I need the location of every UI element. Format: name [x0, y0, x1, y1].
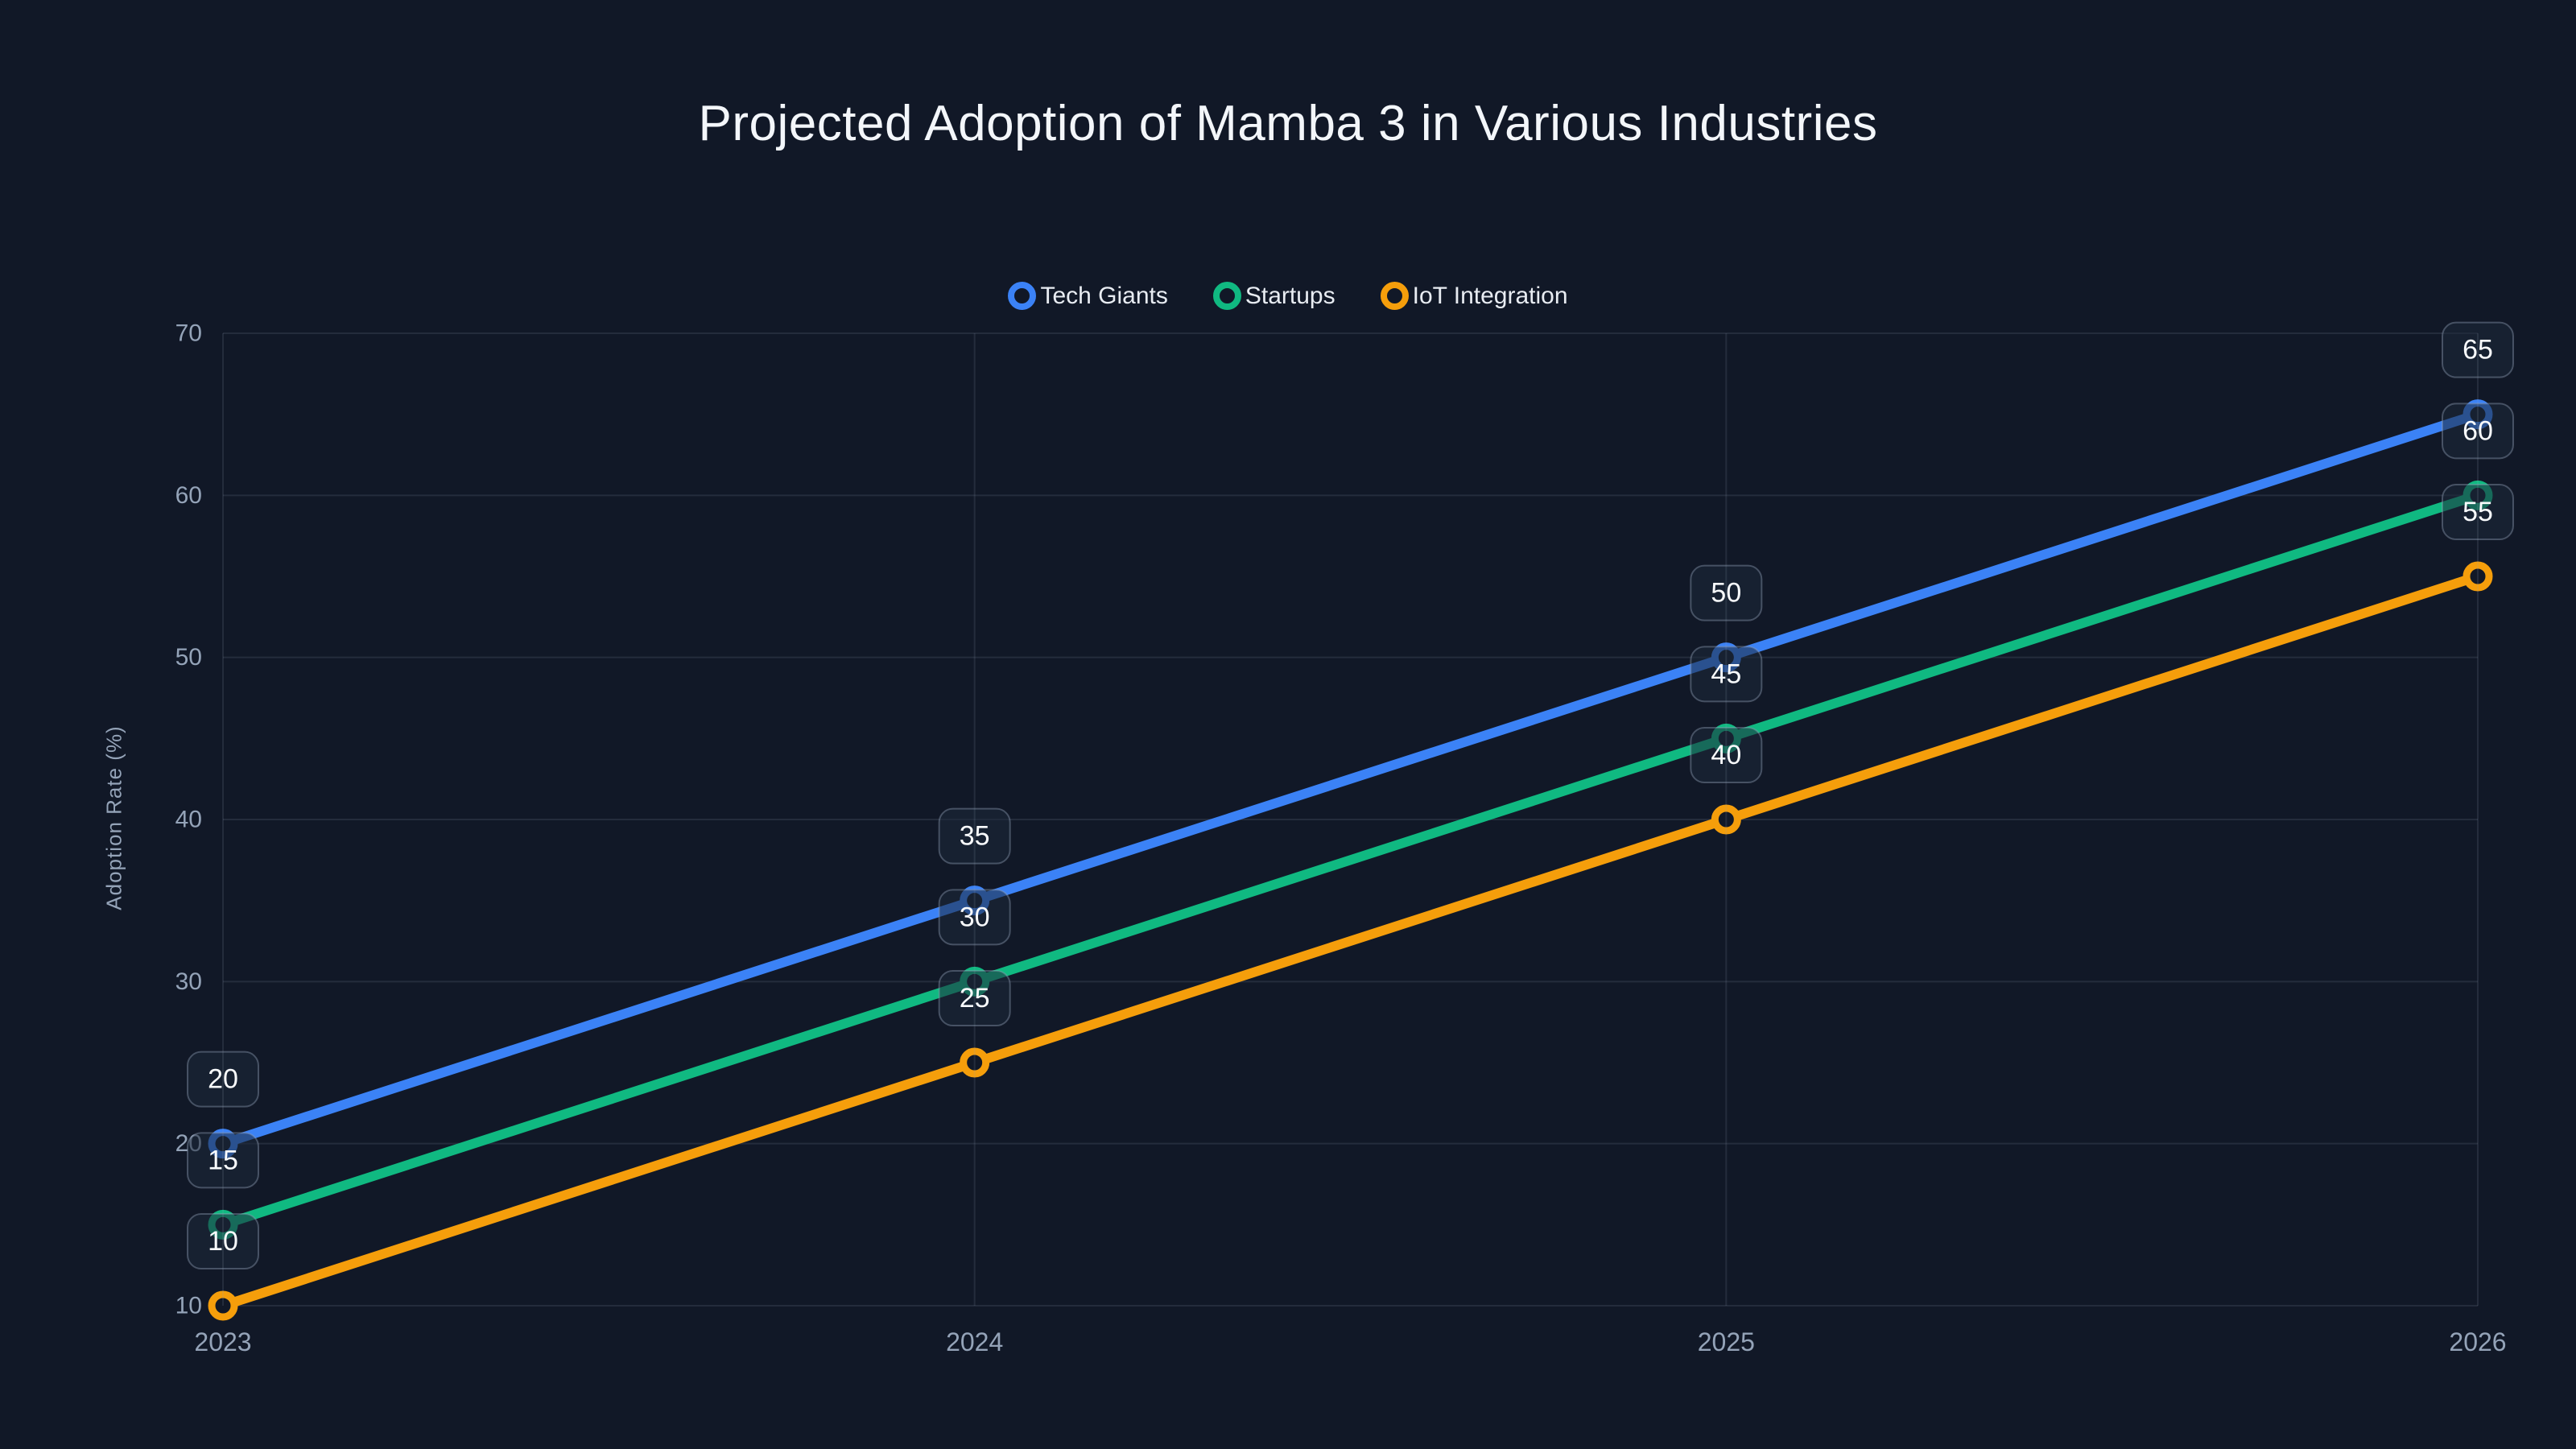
legend-label: Startups: [1245, 282, 1335, 309]
data-point-marker-iot-integration-2025[interactable]: [1711, 804, 1741, 835]
data-label: 25: [960, 983, 990, 1013]
chart-title: Projected Adoption of Mamba 3 in Various…: [698, 96, 1878, 151]
x-tick-label: 2023: [194, 1327, 251, 1356]
data-label: 20: [208, 1064, 238, 1095]
data-label-box: [938, 889, 1011, 946]
data-label: 65: [2462, 335, 2493, 365]
x-tick-label: 2026: [2449, 1327, 2506, 1356]
legend-item-startups[interactable]: Startups: [1212, 282, 1335, 310]
y-tick-label: 60: [175, 482, 202, 509]
x-tick-label: 2025: [1698, 1327, 1755, 1356]
y-tick-label: 10: [175, 1293, 202, 1319]
data-label-box: [2442, 484, 2514, 540]
y-tick-label: 30: [175, 968, 202, 995]
data-label-box: [938, 807, 1011, 865]
data-label: 40: [1711, 740, 1741, 770]
data-label: 10: [208, 1226, 238, 1257]
data-point-marker-iot-integration-2026[interactable]: [2462, 561, 2493, 592]
series-line-iot-integration[interactable]: [218, 572, 2483, 1311]
data-label: 30: [960, 902, 990, 932]
series-line-startups[interactable]: [218, 490, 2483, 1230]
data-point-marker-iot-integration-2023[interactable]: [208, 1290, 238, 1321]
data-label: 45: [1711, 658, 1741, 689]
legend-item-iot-integration[interactable]: IoT Integration: [1380, 282, 1568, 310]
data-label-box: [1690, 564, 1763, 621]
data-label-box: [2442, 321, 2514, 378]
legend-ring-icon: [1008, 282, 1037, 310]
data-label-box: [187, 1051, 259, 1108]
legend-item-tech-giants[interactable]: Tech Giants: [1008, 282, 1168, 310]
legend-label: IoT Integration: [1412, 282, 1568, 309]
data-label-box: [187, 1132, 259, 1189]
series-line-tech-giants[interactable]: [218, 409, 2483, 1149]
data-point-marker-iot-integration-2024[interactable]: [960, 1047, 990, 1078]
data-label-box: [2442, 402, 2514, 460]
legend-label: Tech Giants: [1040, 282, 1168, 309]
data-label: 55: [2462, 497, 2493, 527]
data-label-box: [1690, 727, 1763, 783]
data-label: 15: [208, 1145, 238, 1175]
y-tick-label: 50: [175, 644, 202, 671]
data-label-box: [1690, 646, 1763, 703]
y-tick-label: 70: [175, 320, 202, 347]
x-tick-label: 2024: [946, 1327, 1003, 1356]
legend-ring-icon: [1212, 282, 1241, 310]
legend-ring-icon: [1380, 282, 1409, 310]
data-label-box: [187, 1213, 259, 1269]
data-label: 50: [1711, 578, 1741, 609]
data-label-box: [938, 970, 1011, 1026]
data-label: 60: [2462, 415, 2493, 446]
y-tick-label: 40: [175, 807, 202, 833]
legend: Tech Giants Startups IoT Integration: [0, 282, 2576, 310]
data-label: 35: [960, 821, 990, 852]
